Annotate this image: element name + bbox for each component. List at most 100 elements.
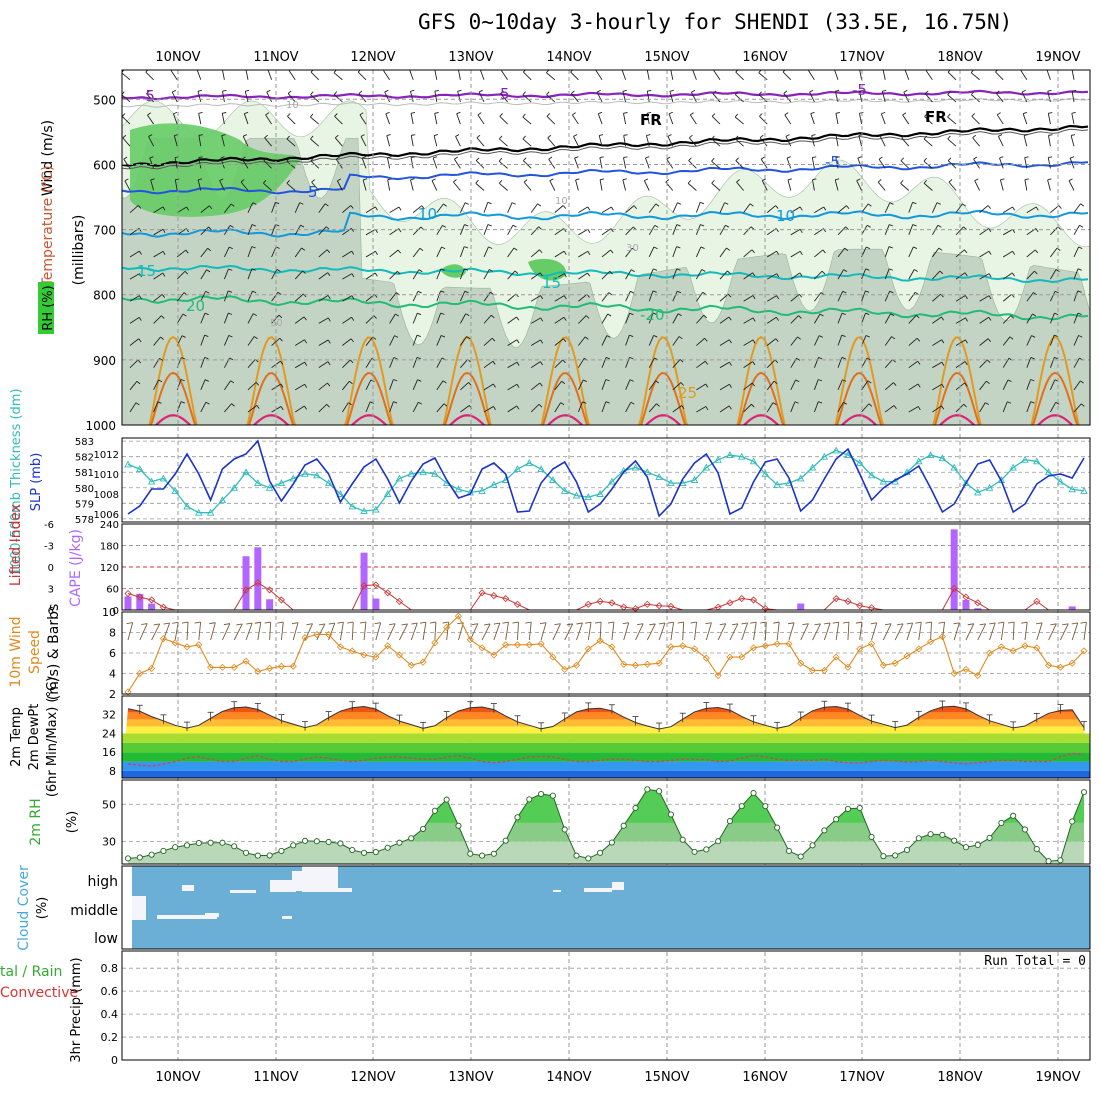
wind-barb-flag bbox=[464, 290, 469, 294]
wind-barb-flag bbox=[348, 402, 352, 406]
wind-barb-flag bbox=[304, 384, 308, 388]
wind-barb-10m-flag bbox=[925, 621, 932, 624]
wind-barb bbox=[908, 269, 915, 280]
li-tick: 6 bbox=[48, 606, 54, 617]
x-tick-top: 10NOV bbox=[155, 50, 200, 65]
rh-point bbox=[148, 851, 155, 858]
wind-barb-10m bbox=[635, 623, 644, 641]
wind-barb-flag bbox=[607, 313, 612, 317]
wind-barb-flag bbox=[998, 134, 1003, 137]
wind-barb-flag bbox=[417, 379, 422, 382]
wind-barb bbox=[247, 359, 256, 368]
panel-frame-wind bbox=[121, 611, 1091, 695]
wind-barb bbox=[570, 71, 579, 81]
wind-barb-10m-flag bbox=[802, 623, 809, 626]
thickness-point bbox=[431, 469, 439, 477]
wind-speed-point bbox=[808, 666, 817, 674]
wind-speed-point bbox=[1068, 659, 1076, 667]
wind-barb bbox=[719, 247, 727, 258]
wind-barb-10m bbox=[611, 622, 615, 641]
wind-barb-flag bbox=[1012, 206, 1016, 211]
isotherm-5 bbox=[122, 161, 1089, 195]
wind-barb-flag bbox=[752, 361, 756, 366]
thickness-point bbox=[1080, 486, 1088, 494]
contour-label: 20 bbox=[186, 297, 205, 315]
wind-barb bbox=[146, 93, 154, 103]
wind-speed-point bbox=[325, 630, 333, 639]
rh-point bbox=[443, 796, 450, 803]
wind-barb-10m bbox=[729, 623, 739, 641]
wind-barb bbox=[247, 382, 257, 391]
wind-barb bbox=[124, 180, 131, 191]
wind-barb-flag bbox=[798, 315, 802, 319]
wind-barb-flag bbox=[1054, 312, 1059, 316]
wind-barb bbox=[601, 313, 609, 324]
wind-barb-flag bbox=[600, 178, 605, 181]
thickness-point bbox=[525, 458, 534, 466]
wind-barb-flag bbox=[822, 249, 826, 254]
wind-barb bbox=[546, 116, 556, 125]
wind-barb-flag bbox=[147, 112, 152, 116]
rh-point bbox=[656, 788, 663, 795]
wind-barb bbox=[359, 114, 367, 125]
contour-label: 5 bbox=[308, 183, 318, 201]
wind-barb bbox=[932, 270, 941, 280]
wind-barb bbox=[523, 71, 532, 81]
wind-barb bbox=[546, 72, 556, 81]
chart-title: GFS 0~10day 3-hourly for SHENDI (33.5E, … bbox=[418, 10, 1013, 34]
wind-barb-flag bbox=[1023, 111, 1028, 115]
wind-barb bbox=[766, 250, 777, 258]
wind-barb-flag bbox=[268, 68, 272, 69]
wind-barb-flag bbox=[973, 156, 978, 160]
wind-barb bbox=[979, 359, 988, 368]
wind-barb-flag bbox=[327, 272, 331, 277]
wind-barb-flag bbox=[809, 89, 814, 93]
wind-barb bbox=[908, 406, 919, 413]
wind-barb-10m-flag bbox=[938, 621, 945, 624]
wind-barb bbox=[811, 135, 815, 147]
wind-barb bbox=[294, 202, 301, 213]
wind-barb bbox=[1073, 268, 1079, 280]
wind-barb-flag bbox=[622, 178, 627, 181]
wind-barb bbox=[979, 205, 989, 213]
wind-barb bbox=[530, 361, 541, 369]
wind-barb-10m-flag bbox=[318, 623, 325, 626]
wind-barb bbox=[271, 246, 277, 258]
wind-barb bbox=[743, 382, 753, 391]
rh-point bbox=[538, 790, 545, 798]
wind-barb bbox=[342, 359, 351, 369]
wind-barb-flag bbox=[279, 337, 283, 342]
rh-point bbox=[1033, 846, 1040, 853]
wind-barb bbox=[412, 357, 418, 368]
wind-barb-flag bbox=[286, 157, 290, 162]
wind-barb-flag bbox=[1012, 251, 1016, 255]
wind-barb bbox=[436, 312, 442, 324]
wind-barb-flag bbox=[776, 250, 780, 255]
wind-barb bbox=[1046, 70, 1051, 80]
rh-point bbox=[549, 792, 556, 799]
rh-band-low bbox=[128, 841, 1084, 864]
wind-barb bbox=[122, 94, 131, 103]
wind-barb-10m bbox=[859, 622, 863, 641]
wind-barb bbox=[623, 113, 627, 125]
wind-barb bbox=[318, 382, 328, 391]
wind-barb-flag bbox=[416, 334, 421, 337]
wind-barb-10m bbox=[1059, 623, 1069, 641]
wind-barb bbox=[578, 206, 589, 214]
rh-point bbox=[833, 816, 840, 823]
rh-point bbox=[514, 814, 521, 821]
wind-barb-flag bbox=[794, 401, 799, 404]
wind-barb-flag bbox=[916, 338, 921, 342]
wind-barb bbox=[696, 314, 705, 324]
wind-barb bbox=[267, 70, 273, 80]
wind-barb-flag bbox=[666, 156, 671, 160]
wind-barb-flag bbox=[726, 247, 730, 251]
wind-barb bbox=[522, 138, 532, 147]
wind-barb-flag bbox=[516, 339, 520, 344]
wind-barb-flag bbox=[701, 269, 706, 272]
wind-barb-flag bbox=[795, 379, 800, 383]
x-tick-top: 14NOV bbox=[546, 50, 591, 65]
wind-barb-flag bbox=[629, 379, 634, 382]
wind-barb-10m bbox=[505, 622, 509, 641]
